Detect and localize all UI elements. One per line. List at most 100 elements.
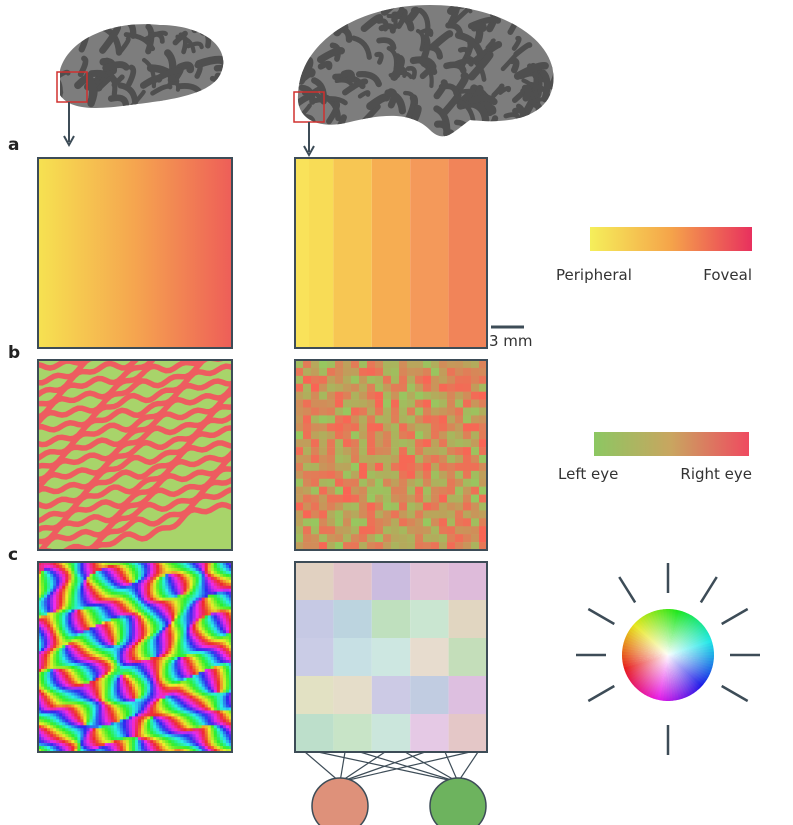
cell — [219, 734, 224, 738]
cell — [38, 588, 42, 592]
cell — [104, 719, 109, 723]
cell — [201, 627, 206, 631]
cell — [156, 686, 160, 690]
cell — [56, 585, 60, 590]
cell — [343, 478, 352, 487]
cell — [98, 743, 102, 747]
cell — [110, 612, 115, 616]
cell — [319, 431, 328, 440]
cell — [128, 668, 133, 673]
cell — [213, 692, 218, 696]
cell — [59, 695, 63, 699]
cell — [80, 722, 84, 726]
cell — [135, 621, 139, 625]
cell — [171, 659, 175, 664]
cell — [219, 692, 224, 696]
cell — [74, 603, 78, 607]
cell — [171, 692, 175, 696]
cell — [195, 603, 199, 607]
cell — [156, 734, 160, 738]
cell — [195, 710, 199, 714]
cell — [62, 651, 66, 655]
cell — [147, 591, 151, 595]
cell — [74, 662, 78, 667]
cell — [95, 686, 99, 690]
cell — [68, 725, 72, 729]
cell — [56, 731, 60, 735]
cell — [59, 636, 63, 640]
cell — [174, 651, 178, 655]
cell — [44, 728, 48, 732]
cell — [168, 618, 172, 622]
cell — [228, 609, 233, 613]
cell — [141, 585, 145, 590]
cell — [116, 591, 121, 595]
cell — [183, 579, 187, 584]
cell — [38, 743, 42, 747]
cell — [192, 564, 196, 569]
cell — [89, 734, 93, 738]
cell — [165, 743, 169, 747]
cell — [225, 689, 230, 693]
cell — [150, 680, 154, 685]
cell — [101, 716, 105, 720]
cell — [44, 630, 48, 634]
cell — [222, 654, 227, 658]
cell — [77, 624, 81, 628]
cell — [113, 636, 118, 640]
cell — [207, 659, 212, 664]
cell — [38, 582, 42, 587]
cell — [119, 659, 124, 664]
cell — [125, 713, 130, 717]
cell — [110, 597, 115, 601]
cell — [92, 564, 96, 569]
cell — [59, 737, 63, 741]
cell — [189, 567, 193, 572]
cell — [423, 431, 432, 440]
cell — [311, 439, 320, 448]
cell — [383, 383, 392, 392]
cell — [147, 722, 151, 726]
cell — [135, 665, 139, 670]
cell — [319, 462, 328, 472]
cell — [423, 494, 432, 503]
cell — [116, 707, 121, 711]
cell — [119, 743, 124, 747]
cell — [177, 639, 181, 643]
cell — [92, 648, 96, 652]
cell — [165, 677, 169, 682]
cell — [447, 431, 456, 440]
cell — [68, 562, 72, 566]
cell — [122, 579, 127, 584]
cell — [89, 570, 93, 575]
cell — [162, 683, 166, 687]
cell — [225, 588, 230, 592]
sulcus — [380, 5, 402, 16]
cell — [407, 447, 416, 456]
cell — [471, 407, 480, 416]
cell — [219, 722, 224, 726]
cell — [74, 716, 78, 720]
cell — [189, 636, 193, 640]
cell — [210, 719, 215, 723]
cell — [83, 648, 87, 652]
cell — [195, 689, 199, 693]
cell — [80, 594, 84, 598]
cell — [207, 621, 212, 625]
cell — [201, 683, 206, 687]
cell — [92, 588, 96, 592]
cell — [228, 671, 233, 676]
cell — [174, 692, 178, 696]
cell — [150, 668, 154, 673]
cell — [192, 686, 196, 690]
cell — [74, 594, 78, 598]
cell — [210, 689, 215, 693]
cell — [225, 746, 230, 750]
cell — [186, 645, 190, 649]
cell — [135, 749, 139, 753]
cell — [183, 567, 187, 572]
sulcus — [156, 100, 184, 108]
cell — [367, 399, 376, 408]
cell — [423, 399, 432, 408]
cell — [50, 642, 54, 646]
